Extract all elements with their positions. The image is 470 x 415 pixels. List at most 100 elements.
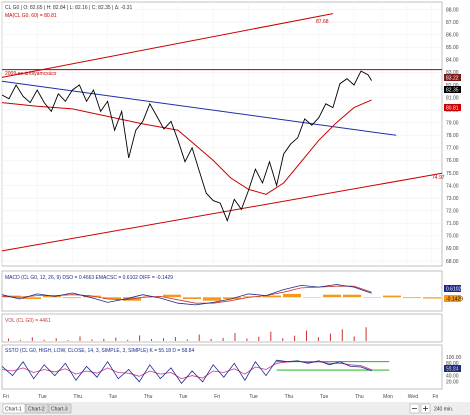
tab-chart-3[interactable]: Chart-3 [48,403,72,414]
price-header: CL G0 | O: 82.65 | H: 82.84 | L: 82.16 |… [5,5,132,11]
zoom-out-icon[interactable] [409,403,420,414]
tab-chart-2[interactable]: Chart-2 [25,403,49,414]
macd-hist-bar [63,297,81,299]
bottom-bar [0,402,470,415]
y-tick-label: 78.00 [446,133,459,139]
macd-hist-bar [263,295,281,298]
volume-bar [317,337,319,341]
x-tick-label: Tue [38,394,47,400]
x-tick-label: Fri [432,394,438,400]
svg-text:80.81: 80.81 [446,106,459,112]
volume-bar [365,327,367,341]
x-tick-label: Wed [408,394,418,400]
volume-bar [210,338,212,341]
macd-hist-bar [103,297,121,299]
macd-hist-bar [223,297,241,299]
ma-legend: MA(CL G0, 60) = 80.81 [5,13,57,19]
price-line [1,70,372,223]
volume-bar [67,340,69,341]
volume-bar [258,336,260,341]
y-tick-label: 83.00 [446,70,459,76]
x-tick-label: Tue [179,394,188,400]
volume-bar [353,336,355,341]
channel-bottom-line [1,172,443,252]
macd-hist-bar [3,295,21,298]
y-tick-label: 81.00 [446,95,459,101]
volume-legend: VOL (CL G0) = 4461 [5,318,51,324]
y-tick-label: 88.00 [446,7,459,13]
svg-text:Chart-3: Chart-3 [51,407,68,413]
volume-bar [139,335,141,341]
sto-tick-label: 80.00 [446,361,459,367]
volume-bar [174,337,176,341]
macd-line [1,284,372,306]
ma-tag: 80.81 [444,104,461,112]
macd-hist-bar [23,297,41,299]
x-tick-label: Fri [3,394,9,400]
macd-hist-bar [323,294,341,298]
resistance-tag: 83.22 [444,74,461,82]
sto-tick-label: 20.00 [446,380,459,386]
volume-panel[interactable] [1,313,443,343]
svg-text:Chart-2: Chart-2 [28,407,45,413]
volume-bar [43,339,45,341]
y-tick-label: 70.00 [446,234,459,240]
volume-plot [8,327,367,341]
volume-bar [186,339,188,341]
x-tick-label: Thu [73,394,82,400]
volume-bar [306,330,307,341]
sto-k-line [1,359,372,385]
x-tick-label: Tue [320,394,329,400]
x-tick-label: Tue [109,394,118,400]
svg-text:82.35: 82.35 [446,88,459,94]
volume-bar [270,331,272,341]
stochastic-panel[interactable] [1,344,443,390]
x-tick-label: Tue [249,394,258,400]
macd-hist-bar [163,294,181,298]
macd-legend: MACD (CL G0, 12, 26, 9) DSO = 0.4663 EMA… [5,275,173,281]
macd-plot [1,284,441,306]
x-tick-label: Thu [144,394,153,400]
svg-text:Chart-1: Chart-1 [5,407,22,413]
macd-hist-bar [83,295,101,298]
macd-hist-bar [343,294,361,298]
y-tick-label: 84.00 [446,58,459,64]
stochastic-tag: 58.84 [444,365,461,373]
volume-bar [163,338,164,341]
y-tick-label: 77.00 [446,146,459,152]
y-tick-label: 73.00 [446,196,459,202]
volume-bar [282,338,284,341]
close-tag: 82.35 [444,86,461,94]
svg-text:-0.1429: -0.1429 [446,297,463,303]
y-tick-label: 68.00 [446,259,459,265]
volume-bar [79,336,81,341]
y-tick-label: 69.00 [446,246,459,252]
x-axis: Fri Tue Thu Tue Thu Tue Fri Tue Thu Tue Thu Mon Wed F… [1,2,438,400]
x-tick-label: Thu [285,394,294,400]
y-tick-label: 87.00 [446,20,459,26]
channel-top-line [1,13,333,78]
svg-text:58.84: 58.84 [446,367,459,373]
volume-bar [329,333,331,341]
volume-bar [151,339,152,341]
macd-hist-bar [203,297,221,301]
volume-bar [8,338,9,341]
macd-hist-bar [283,293,301,298]
price-panel[interactable] [1,1,443,267]
volume-bar [294,335,296,341]
y-tick-label: 72.00 [446,208,459,214]
macd-hist-bar [183,297,201,299]
volume-bar [115,337,117,341]
volume-bar [19,340,21,341]
svg-text:83.22: 83.22 [446,76,459,82]
volume-bar [127,339,129,341]
y-tick-label: 86.00 [446,32,459,38]
tab-chart-1[interactable]: Chart-1 [2,403,26,414]
macd-hist-bar [43,295,61,298]
sto-tick-label: 60.00 [446,367,459,373]
y-tick-label: 76.00 [446,158,459,164]
zoom-label: 240 min. [434,407,453,413]
zoom-in-icon[interactable] [420,403,431,414]
